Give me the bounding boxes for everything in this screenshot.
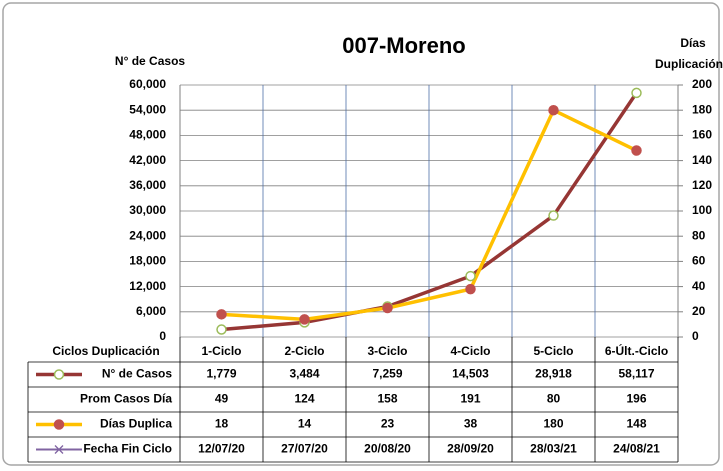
table-row-label: Días Duplica [100,417,172,431]
table-cell: 191 [460,392,480,406]
table-cell: 28,918 [535,367,572,381]
table-cell: 49 [215,392,229,406]
y2-tick-label: 180 [692,102,712,116]
table-cell: 14 [298,417,312,431]
data-point [299,314,310,325]
table-cell: 38 [464,417,478,431]
table-cell: 158 [377,392,397,406]
data-point [548,210,559,221]
table-cell: 20/08/20 [364,442,411,456]
data-point [465,283,476,295]
y-tick-label: 6,000 [136,304,166,318]
y-tick-label: 36,000 [129,178,166,192]
y-tick-label: 12,000 [129,279,166,293]
y2-tick-label: 40 [692,279,706,293]
data-point [631,87,642,99]
y2-tick-label: 100 [692,203,712,217]
table-header: Ciclos Duplicación [52,344,159,358]
table-cell: 180 [543,417,563,431]
y-tick-label: 54,000 [129,102,166,116]
table-cell: 27/07/20 [281,442,328,456]
data-point [631,145,642,156]
y-tick-label: 24,000 [129,228,166,242]
legend-marker [53,419,65,430]
y2-axis-title: Días [680,36,706,50]
x-tick-label: 4-Ciclo [450,344,490,358]
legend-marker [53,369,65,380]
y2-tick-label: 160 [692,128,712,142]
table-cell: 7,259 [372,367,402,381]
table-cell: 18 [215,417,229,431]
y-tick-label: 30,000 [129,203,166,217]
y2-tick-label: 140 [692,153,712,167]
chart-title: 007-Moreno [342,33,465,58]
y-axis-title: N° de Casos [115,54,185,68]
series-line [221,91,638,332]
y2-tick-label: 20 [692,304,706,318]
y-tick-label: 0 [159,329,166,343]
x-tick-label: 1-Ciclo [201,344,241,358]
table-cell: 23 [381,417,395,431]
x-tick-label: 2-Ciclo [284,344,324,358]
y2-tick-label: 120 [692,178,712,192]
table-cell: 124 [294,392,314,406]
data-point [216,324,227,335]
data-point [382,302,393,314]
table-cell: 148 [626,417,646,431]
y2-axis-title: Duplicación [655,57,723,71]
table-cell: 1,779 [206,367,236,381]
table-cell: 196 [626,392,646,406]
legend-marker [54,445,64,454]
data-point [465,270,476,282]
table-cell: 24/08/21 [613,442,660,456]
y-tick-label: 60,000 [129,77,166,91]
x-tick-label: 3-Ciclo [367,344,407,358]
data-point [548,104,559,116]
y-tick-label: 18,000 [129,254,166,268]
y-tick-label: 42,000 [129,153,166,167]
table-cell: 3,484 [289,367,319,381]
x-tick-label: 5-Ciclo [533,344,573,358]
table-row-label: N° de Casos [102,367,172,381]
table-row-label: Prom Casos Día [80,392,172,406]
y2-tick-label: 80 [692,228,706,242]
table-cell: 28/03/21 [530,442,577,456]
table-cell: 58,117 [618,367,654,381]
table-cell: 28/09/20 [447,442,494,456]
y2-tick-label: 0 [692,329,699,343]
data-point [216,309,227,320]
series-line [221,108,638,322]
table-cell: 14,503 [452,367,489,381]
y2-tick-label: 200 [692,77,712,91]
table-row-label: Fecha Fin Ciclo [83,442,172,456]
x-tick-label: 6-Últ.-Ciclo [605,343,668,358]
table-cell: 80 [547,392,561,406]
table-cell: 12/07/20 [198,442,245,456]
chart-frame [2,2,720,466]
y2-tick-label: 60 [692,254,706,268]
y-tick-label: 48,000 [129,128,166,142]
